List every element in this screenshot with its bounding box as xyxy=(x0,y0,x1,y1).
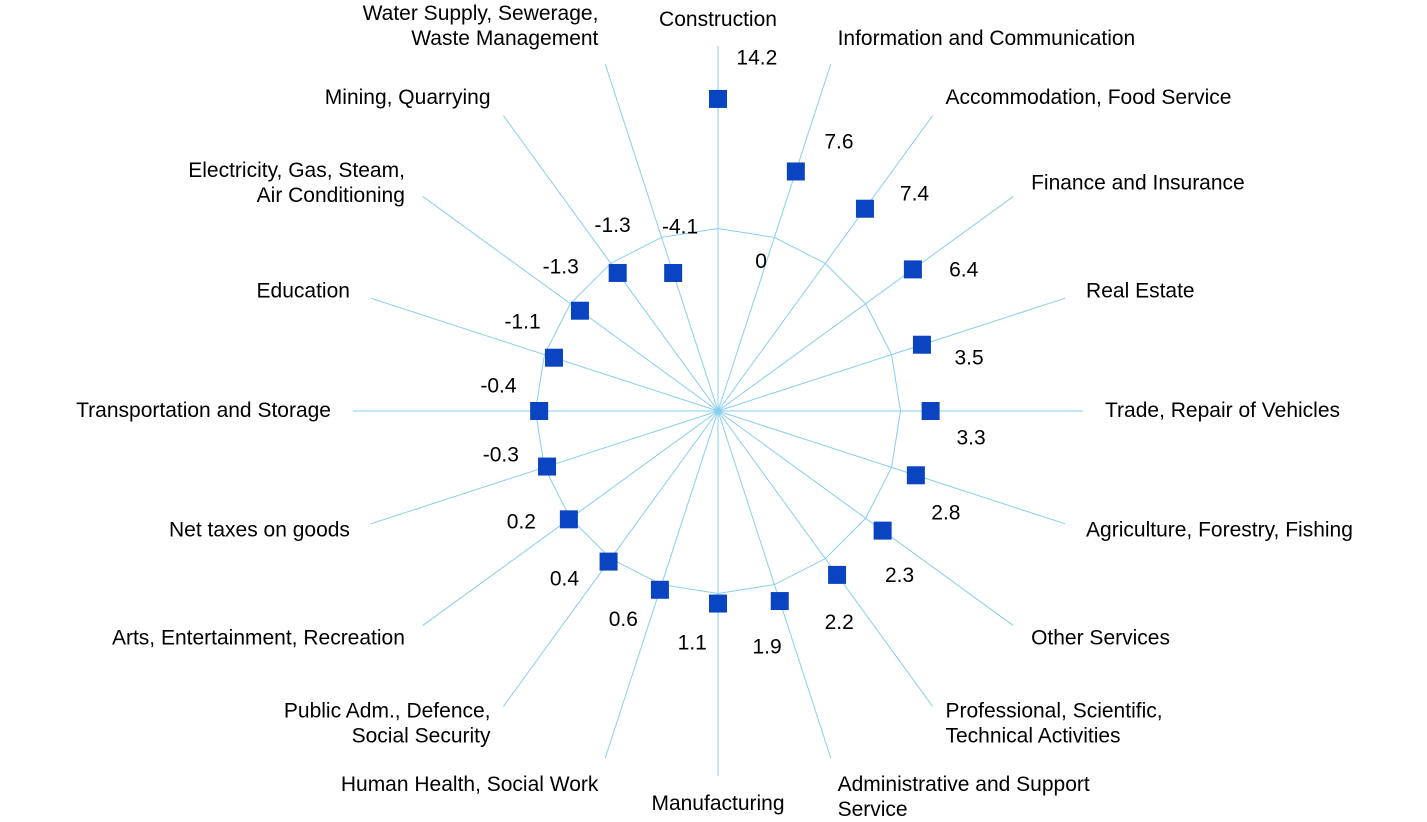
marker xyxy=(664,264,683,283)
value-label: 1.1 xyxy=(678,632,707,655)
marker xyxy=(570,301,589,320)
marker xyxy=(906,466,925,485)
value-label: 14.2 xyxy=(736,47,777,70)
marker xyxy=(709,594,727,613)
marker xyxy=(650,580,669,599)
marker xyxy=(903,260,922,279)
grid-ring xyxy=(534,227,902,595)
marker xyxy=(608,263,627,282)
value-label: 3.3 xyxy=(956,426,985,449)
category-label: Information and Communication xyxy=(838,26,1136,49)
value-label: 2.3 xyxy=(885,564,914,587)
marker xyxy=(873,521,892,540)
value-label: -0.4 xyxy=(480,374,517,397)
marker xyxy=(530,402,549,420)
category-label: Finance and Insurance xyxy=(1031,171,1245,194)
category-label: Administrative and Support Service xyxy=(838,773,1090,821)
category-label: Net taxes on goods xyxy=(169,518,350,541)
value-label: -1.3 xyxy=(543,255,579,278)
value-label: 2.2 xyxy=(825,611,854,634)
category-label: Accommodation, Food Service xyxy=(945,85,1231,108)
category-label: Electricity, Gas, Steam, Air Conditioning xyxy=(188,159,405,207)
marker xyxy=(770,592,789,611)
value-label: -1.3 xyxy=(595,214,631,237)
value-label: 7.6 xyxy=(824,131,853,154)
value-label: 1.9 xyxy=(752,635,781,658)
category-label: Mining, Quarrying xyxy=(325,85,491,108)
marker xyxy=(559,510,578,529)
marker xyxy=(828,565,847,584)
value-label: 2.8 xyxy=(931,501,960,524)
category-label: Real Estate xyxy=(1086,279,1195,302)
category-label: Manufacturing xyxy=(651,792,784,815)
category-label: Arts, Entertainment, Recreation xyxy=(112,626,405,649)
category-label: Public Adm., Defence, Social Security xyxy=(284,699,491,747)
value-label: 6.4 xyxy=(949,258,979,281)
value-label: -0.3 xyxy=(483,444,519,467)
value-label: 3.5 xyxy=(955,347,984,370)
r-tick-label: 0 xyxy=(755,250,767,273)
value-label: -4.1 xyxy=(662,215,698,238)
marker xyxy=(786,162,805,181)
category-label: Education xyxy=(257,279,350,302)
marker xyxy=(855,199,874,218)
marker xyxy=(599,552,618,571)
category-label: Professional, Scientific, Technical Activ… xyxy=(945,699,1162,747)
value-label: 7.4 xyxy=(900,183,930,206)
category-label: Construction xyxy=(659,8,777,31)
value-label: 0.2 xyxy=(507,511,536,534)
marker xyxy=(912,335,931,354)
category-label: Transportation and Storage xyxy=(76,399,331,422)
category-label: Other Services xyxy=(1031,626,1170,649)
category-label: Human Health, Social Work xyxy=(341,773,599,796)
value-label: 0.4 xyxy=(550,567,580,590)
value-label: 0.6 xyxy=(609,608,638,631)
category-label: Trade, Repair of Vehicles xyxy=(1105,399,1340,422)
value-label: -1.1 xyxy=(504,310,540,333)
marker xyxy=(544,348,563,367)
marker xyxy=(538,457,557,476)
category-label: Water Supply, Sewerage, Waste Management xyxy=(363,1,599,49)
marker xyxy=(709,89,727,108)
marker xyxy=(921,402,940,420)
category-label: Agriculture, Forestry, Fishing xyxy=(1086,518,1353,541)
